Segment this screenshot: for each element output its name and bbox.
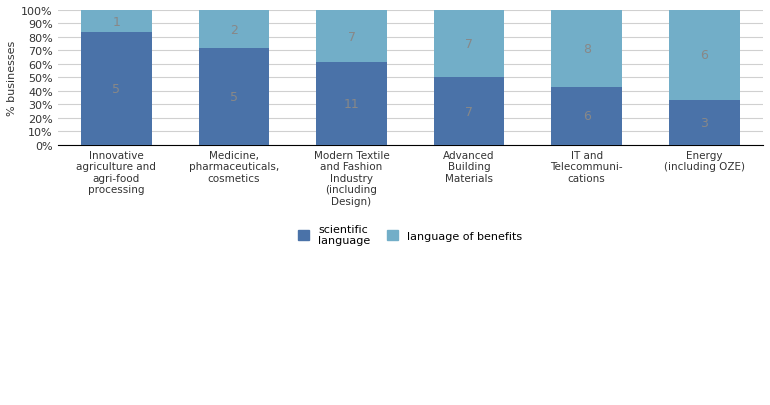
Text: 7: 7 <box>465 38 473 51</box>
Bar <box>434 78 504 145</box>
Text: 6: 6 <box>701 49 708 62</box>
Y-axis label: % businesses: % businesses <box>7 40 17 116</box>
Legend: scientific
language, language of benefits: scientific language, language of benefit… <box>295 221 526 249</box>
Text: 5: 5 <box>230 91 238 104</box>
Bar <box>551 11 622 88</box>
Text: 5: 5 <box>112 83 120 96</box>
Text: 6: 6 <box>583 110 591 123</box>
Bar <box>669 100 739 145</box>
Text: 11: 11 <box>343 98 360 111</box>
Text: 2: 2 <box>230 23 238 36</box>
Bar <box>199 49 270 145</box>
Text: 7: 7 <box>465 105 473 118</box>
Text: 8: 8 <box>583 43 591 56</box>
Bar <box>551 88 622 145</box>
Bar <box>316 63 387 145</box>
Bar <box>434 11 504 78</box>
Bar <box>199 11 270 49</box>
Bar <box>316 11 387 63</box>
Text: 1: 1 <box>112 16 120 29</box>
Text: 3: 3 <box>701 117 708 130</box>
Bar <box>81 33 152 145</box>
Bar <box>81 11 152 33</box>
Text: 7: 7 <box>347 31 356 44</box>
Bar <box>669 11 739 100</box>
